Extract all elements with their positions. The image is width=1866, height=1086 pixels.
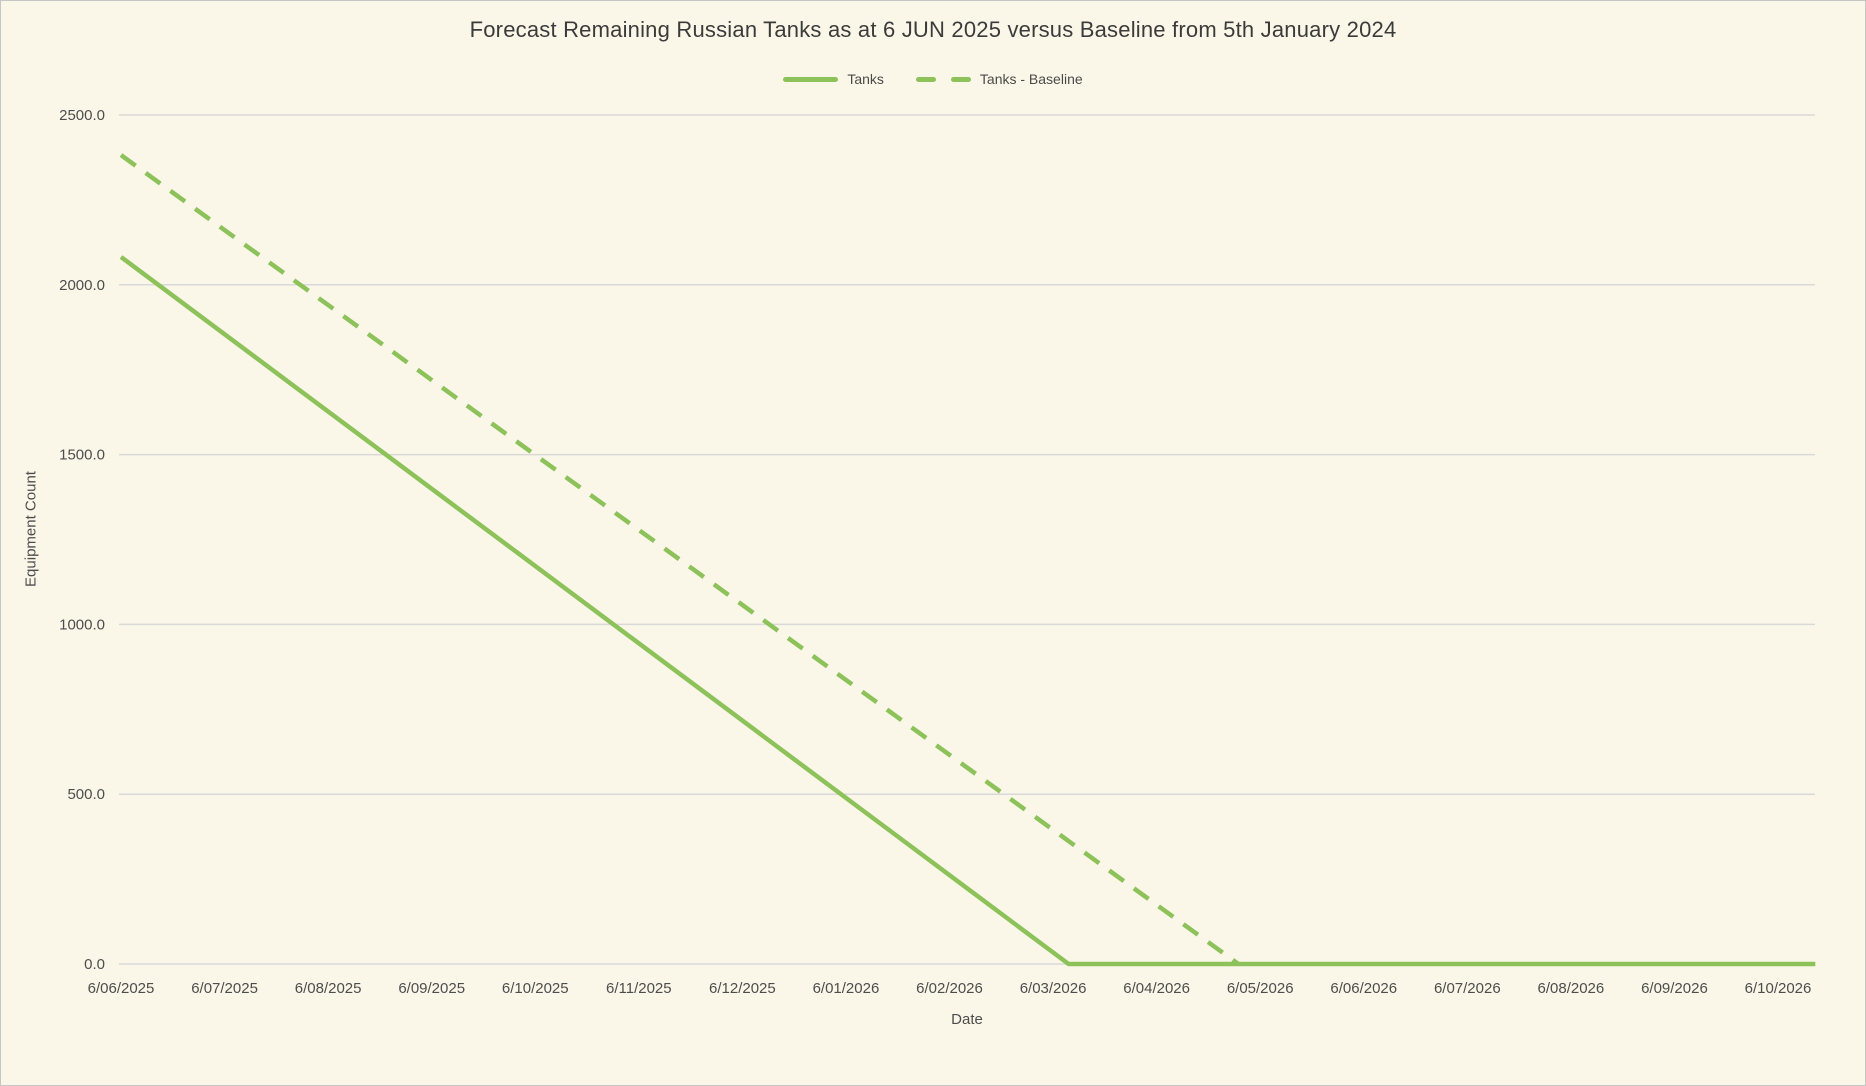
y-axis-title: Equipment Count bbox=[22, 471, 40, 587]
x-tick-label: 6/12/2025 bbox=[709, 980, 776, 997]
x-tick-label: 6/09/2025 bbox=[398, 980, 465, 997]
legend-item-tanks: Tanks bbox=[783, 71, 884, 87]
x-tick-label: 6/03/2026 bbox=[1020, 980, 1087, 997]
x-tick-label: 6/04/2026 bbox=[1123, 980, 1190, 997]
y-tick-label: 1000.0 bbox=[59, 616, 105, 633]
legend-label-baseline: Tanks - Baseline bbox=[979, 71, 1083, 87]
tanks-series-line bbox=[119, 255, 1816, 967]
x-tick-label: 6/07/2025 bbox=[191, 980, 258, 997]
x-tick-label: 6/10/2025 bbox=[502, 980, 569, 997]
legend-label-tanks: Tanks bbox=[847, 71, 884, 87]
legend: Tanks Tanks - Baseline bbox=[1, 71, 1865, 87]
x-tick-label: 6/01/2026 bbox=[813, 980, 880, 997]
x-axis-title: Date bbox=[951, 1011, 983, 1028]
legend-item-baseline: Tanks - Baseline bbox=[915, 71, 1083, 87]
legend-dashed-line-swatch bbox=[915, 76, 971, 82]
x-tick-label: 6/06/2026 bbox=[1330, 980, 1397, 997]
x-tick-label: 6/02/2026 bbox=[916, 980, 983, 997]
x-tick-label: 6/10/2026 bbox=[1745, 980, 1812, 997]
x-tick-label: 6/05/2026 bbox=[1227, 980, 1294, 997]
y-tick-label: 0.0 bbox=[84, 956, 105, 973]
x-tick-label: 6/07/2026 bbox=[1434, 980, 1501, 997]
y-tick-label: 1500.0 bbox=[59, 447, 105, 464]
x-tick-label: 6/08/2025 bbox=[295, 980, 362, 997]
x-tick-label: 6/09/2026 bbox=[1641, 980, 1708, 997]
y-tick-label: 2000.0 bbox=[59, 277, 105, 294]
chart-title: Forecast Remaining Russian Tanks as at 6… bbox=[469, 17, 1397, 42]
y-tick-label: 500.0 bbox=[67, 786, 105, 803]
y-tick-label: 2500.0 bbox=[59, 107, 105, 124]
x-tick-label: 6/08/2026 bbox=[1538, 980, 1605, 997]
x-tick-label: 6/11/2025 bbox=[606, 980, 672, 997]
legend-solid-line-swatch bbox=[783, 76, 839, 82]
x-tick-label: 6/06/2025 bbox=[88, 980, 155, 997]
baseline-series-line bbox=[119, 153, 1240, 966]
